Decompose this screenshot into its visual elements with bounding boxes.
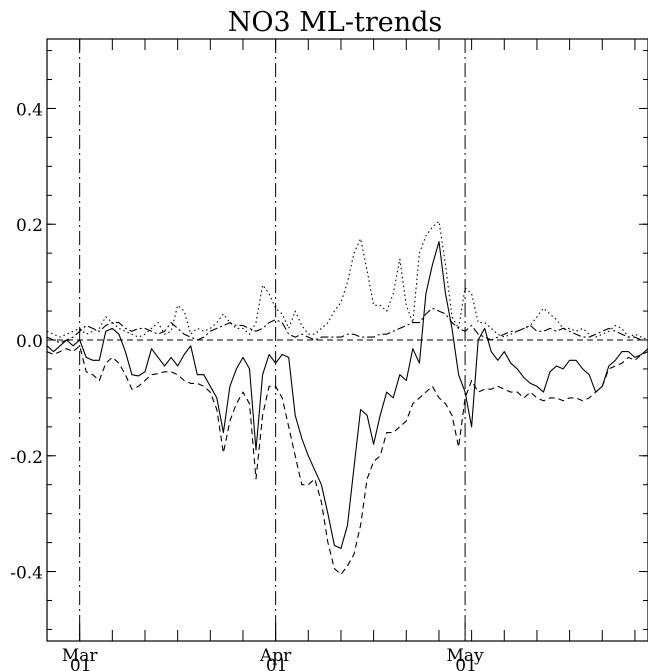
x-tick-month-label: May	[447, 646, 485, 666]
series-line-dashed	[46, 345, 648, 575]
chart-title: NO3 ML-trends	[228, 7, 442, 38]
x-tick-day-label: 01	[70, 656, 92, 671]
plot-frame	[46, 38, 648, 642]
y-tick-label: -0.4	[10, 564, 43, 584]
x-tick-month-label: Apr	[259, 646, 292, 666]
x-tick-day-label: 01	[455, 656, 477, 671]
y-tick-label: -0.2	[10, 448, 43, 468]
series-line-dash-dot	[46, 307, 648, 344]
x-tick-month-label: Mar	[62, 646, 99, 666]
series-line-dotted	[46, 220, 648, 341]
y-tick-label: 0.0	[16, 332, 43, 352]
x-tick-day-label: 01	[266, 656, 288, 671]
series-line-solid	[46, 241, 648, 549]
y-tick-label: 0.2	[16, 216, 43, 236]
y-tick-label: 0.4	[16, 100, 43, 120]
